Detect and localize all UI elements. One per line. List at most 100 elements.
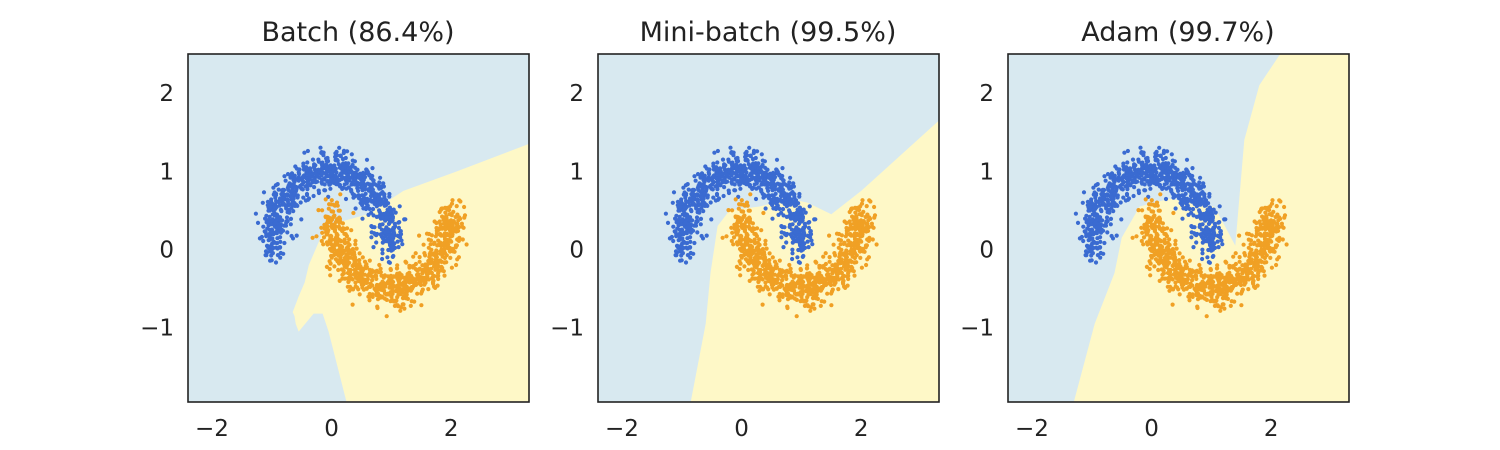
- class-1-point: [764, 246, 769, 251]
- class-0-point: [278, 250, 283, 256]
- panel-batch: Batch (86.4%) −2 0 2 −1 0 1 2: [140, 17, 530, 442]
- class-0-point: [680, 251, 686, 256]
- class-0-point: [1181, 193, 1186, 198]
- class-0-point: [381, 181, 386, 186]
- class-0-point: [1090, 251, 1095, 256]
- class-1-point: [1208, 299, 1213, 304]
- class-1-point: [852, 255, 858, 261]
- class-1-point: [415, 275, 420, 280]
- class-0-point: [775, 181, 780, 186]
- class-0-point: [1170, 180, 1175, 185]
- class-0-point: [787, 180, 792, 185]
- class-0-point: [293, 176, 298, 182]
- class-1-point: [841, 281, 846, 286]
- class-1-point: [346, 279, 351, 285]
- class-0-point: [803, 210, 808, 215]
- class-1-point: [738, 261, 743, 266]
- class-0-point: [381, 200, 386, 205]
- class-0-point: [253, 211, 258, 216]
- class-1-point: [1177, 258, 1182, 263]
- class-0-point: [291, 209, 296, 214]
- class-0-point: [1163, 175, 1168, 181]
- class-1-point: [417, 233, 422, 238]
- class-0-point: [270, 251, 275, 256]
- class-0-point: [337, 145, 342, 150]
- class-0-point: [371, 213, 376, 218]
- class-0-point: [808, 232, 814, 237]
- class-0-point: [1086, 223, 1091, 228]
- class-0-point: [799, 210, 804, 215]
- class-1-point: [1194, 276, 1199, 281]
- class-0-point: [673, 253, 678, 258]
- class-0-point: [1161, 150, 1166, 156]
- class-0-point: [1200, 240, 1205, 245]
- class-1-point: [1224, 260, 1229, 265]
- class-0-point: [1186, 212, 1191, 217]
- class-0-point: [806, 225, 812, 230]
- class-0-point: [315, 179, 320, 184]
- class-1-point: [386, 292, 391, 297]
- class-0-point: [269, 243, 274, 248]
- class-0-point: [1154, 182, 1159, 187]
- class-0-point: [676, 245, 681, 250]
- class-0-point: [695, 172, 701, 177]
- class-1-point: [757, 237, 762, 242]
- class-0-point: [334, 170, 339, 175]
- class-0-point: [1152, 165, 1157, 170]
- class-0-point: [1138, 145, 1143, 150]
- class-0-point: [795, 238, 800, 244]
- class-0-point: [782, 182, 788, 187]
- class-0-point: [1088, 204, 1093, 210]
- class-1-point: [1281, 225, 1286, 230]
- class-1-point: [1177, 251, 1182, 256]
- class-0-point: [693, 193, 698, 198]
- class-0-point: [674, 213, 679, 218]
- scatter-points: [253, 145, 469, 319]
- class-1-point: [461, 225, 466, 230]
- class-1-point: [1146, 206, 1151, 211]
- class-1-point: [867, 235, 872, 240]
- class-0-point: [698, 222, 703, 227]
- class-1-point: [863, 214, 868, 220]
- class-0-point: [1197, 180, 1202, 185]
- class-1-point: [1141, 242, 1146, 247]
- class-1-point: [854, 260, 859, 265]
- class-1-point: [430, 274, 435, 279]
- class-0-point: [1139, 170, 1145, 175]
- class-1-point: [400, 296, 406, 301]
- class-0-point: [1093, 260, 1099, 265]
- class-0-point: [1096, 187, 1101, 192]
- class-0-point: [319, 170, 325, 175]
- class-1-point: [1241, 242, 1246, 247]
- class-1-point: [339, 267, 344, 272]
- class-1-point: [333, 241, 338, 247]
- class-1-point: [445, 207, 451, 212]
- class-1-point: [1265, 245, 1270, 251]
- class-0-point: [268, 258, 273, 263]
- class-0-point: [753, 196, 759, 202]
- class-1-point: [381, 284, 386, 289]
- class-1-point: [852, 241, 858, 246]
- class-0-point: [285, 172, 291, 177]
- class-0-point: [1097, 203, 1102, 208]
- class-1-point: [1279, 221, 1284, 226]
- class-1-point: [434, 249, 439, 254]
- class-0-point: [290, 188, 295, 193]
- class-0-point: [370, 224, 375, 230]
- class-0-point: [1139, 162, 1144, 167]
- class-1-point: [823, 251, 828, 256]
- class-1-point: [1139, 238, 1144, 244]
- class-0-point: [294, 233, 299, 238]
- class-1-point: [1171, 210, 1176, 216]
- class-1-point: [375, 304, 380, 309]
- class-0-point: [704, 233, 709, 238]
- class-1-point: [852, 234, 858, 239]
- class-1-point: [845, 274, 850, 279]
- class-1-point: [328, 233, 333, 238]
- class-0-point: [349, 152, 354, 157]
- class-0-point: [1132, 185, 1137, 190]
- class-1-point: [447, 248, 452, 254]
- class-1-point: [462, 204, 467, 210]
- class-0-point: [699, 184, 704, 189]
- class-0-point: [1081, 190, 1087, 195]
